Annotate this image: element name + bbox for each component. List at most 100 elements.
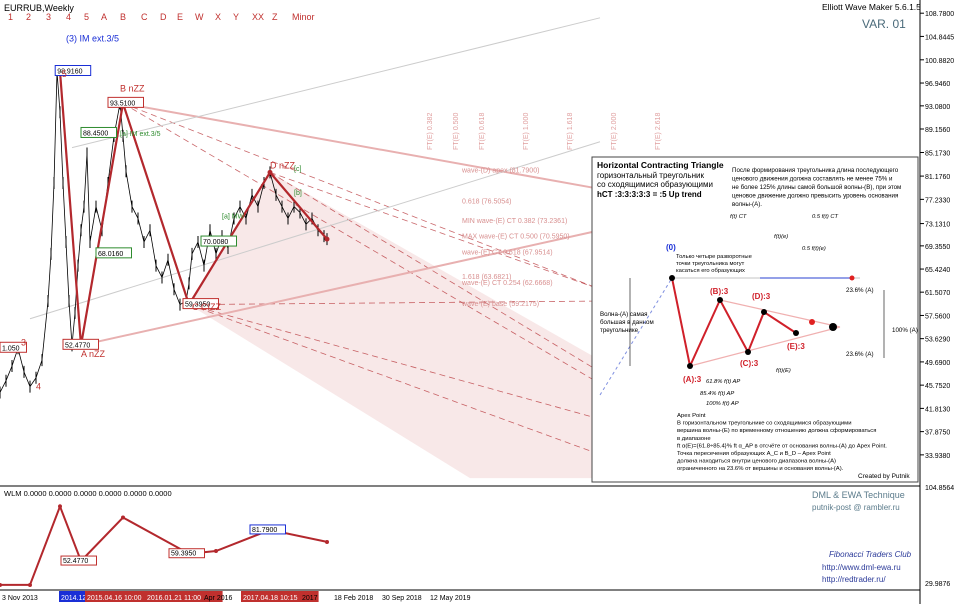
info-note-right: После формирования треугольника длина по… — [732, 167, 899, 174]
chart-annotation: [b] — [294, 190, 302, 197]
chart-annotation: [c] — [294, 166, 301, 173]
wlm-point — [0, 582, 2, 587]
version-label: Elliott Wave Maker 5.6.1.5 — [822, 2, 921, 12]
price-label: 68.0160 — [98, 251, 123, 258]
ft-label: FT(E) 2.618 — [655, 113, 662, 150]
wave-label: A nZZ — [81, 349, 106, 359]
x-tick-label: 2015.04.16 10:00 — [87, 595, 142, 602]
triangle-lower-line — [80, 229, 601, 347]
diagram-point — [793, 330, 799, 336]
projection-zone — [189, 172, 600, 479]
info-panel-box — [591, 156, 919, 483]
diagram-fib-label: f(t) CT — [730, 214, 747, 220]
price-label-box — [62, 338, 99, 350]
y-tick-label: 45.7520 — [925, 383, 950, 390]
wlm-title: WLM 0.0000 0.0000 0.0000 0.0000 0.0000 0… — [4, 489, 172, 498]
y-tick-label: 89.1560 — [925, 127, 950, 134]
fan-line — [122, 102, 601, 290]
y-tick-label: 73.1310 — [925, 222, 950, 229]
upper-trend-line — [71, 17, 601, 149]
price-label: 52.4770 — [65, 342, 90, 349]
chart-annotation: wave-(E) base (59.2175) — [461, 301, 539, 308]
info-hct-line: hCT :3:3:3:3:3 = :5 Up trend — [597, 190, 702, 199]
diagram-lower-line — [689, 326, 841, 367]
price-label-box — [200, 235, 237, 247]
diagram-e-target — [809, 319, 815, 325]
wlm-price-label: 52.4770 — [63, 558, 88, 565]
y-tick-label: 61.5070 — [925, 290, 950, 297]
x-tick-label: 3 Nov 2013 — [2, 595, 38, 602]
diagram-fib-label: 0.5 f(t)(e) — [802, 246, 826, 252]
wlm-point — [58, 504, 62, 509]
wave-label: 3 — [21, 337, 26, 347]
wlm-subpanel-layer: 104.8564 29.9876 52.4770 59.3950 81.7900 — [0, 485, 954, 588]
y-tick-label: 49.6900 — [925, 360, 950, 367]
wlm-point — [214, 548, 218, 553]
y-tick-label: 77.2330 — [925, 197, 950, 204]
diagram-fib-label: 0.5 f(t) CT — [812, 214, 839, 220]
info-note-reversal: точки треугольника могут — [676, 261, 745, 267]
x-tick-label: 2016.01.21 11:00 — [147, 595, 201, 602]
wlm-price-box — [249, 524, 286, 535]
price-label: 59.3950 — [185, 302, 210, 309]
info-note-wave-a: большая в данном — [600, 319, 654, 326]
info-apex-note: В горизонтальном треугольнике со сходящи… — [677, 421, 852, 427]
top-time-label: XX — [252, 12, 264, 22]
wlm-price-label: 59.3950 — [171, 551, 196, 558]
symbol-title: EURRUB,Weekly — [4, 3, 74, 13]
x-tick-highlight — [85, 591, 163, 602]
annotation-layer: [a] IM ext.3/5 [a] MW [c] [b] MIN wave-(E) C… — [120, 113, 662, 308]
info-title: Horizontal Contracting Triangle — [597, 160, 724, 170]
top-time-label: 4 — [66, 12, 71, 22]
y-tick-label: 81.1760 — [925, 174, 950, 181]
diagram-upper-line — [719, 299, 841, 328]
info-apex-note: Точка пересечения образующих A_C и B_D –… — [677, 451, 831, 457]
diagram-point — [717, 297, 723, 303]
info-note-wave-a: треугольнике — [600, 327, 639, 334]
wlm-point — [121, 515, 125, 520]
variant-label: VAR. 01 — [862, 17, 906, 31]
wave-label: D nZZ — [270, 160, 296, 170]
fan-line — [269, 172, 601, 290]
info-subtitle-1: горизонтальный треугольник — [597, 171, 704, 180]
x-tick-label: Apr 2016 — [204, 595, 233, 602]
y-tick-label: 96.9460 — [925, 81, 950, 88]
info-note-right: не более 125% длины самой большой волны-… — [732, 184, 901, 191]
y-tick-label: 69.3550 — [925, 244, 950, 251]
y-tick-label: 65.4240 — [925, 267, 950, 274]
x-tick-label: 2017.04.18 10:15 — [243, 595, 298, 602]
fan-line — [188, 304, 601, 455]
fan-line — [188, 304, 601, 420]
y-tick-label: 93.0800 — [925, 104, 950, 111]
top-time-label: 5 — [84, 12, 89, 22]
y-tick-label: 41.8130 — [925, 406, 950, 413]
ft-label: FT(E) 1.618 — [567, 113, 574, 150]
info-notes: После формирования треугольника длина по… — [600, 167, 901, 472]
ft-label: FT(E) 0.618 — [479, 113, 486, 150]
club-line-3[interactable]: http://redtrader.ru/ — [822, 575, 886, 584]
y-axis-layer: 108.7800 104.8445 100.8820 96.9460 93.0800 89… — [920, 11, 954, 460]
ft-label: FT(E) 0.382 — [427, 113, 434, 150]
brand-line-1: DML & EWA Technique — [812, 490, 905, 500]
chart-annotation: MAX wave-(E) CT 0.500 (70.5950) — [462, 234, 570, 241]
diagram-fib-label: 85.4% f(t) AP — [700, 391, 734, 397]
chart-annotation: 1.618 (63.6821) — [462, 274, 511, 281]
ft-label: FT(E) 1.000 — [523, 113, 530, 150]
wave-label: 5 — [62, 69, 67, 79]
top-time-label: X — [215, 12, 221, 22]
x-tick-highlight — [241, 591, 319, 602]
club-line-1: Fibonacci Traders Club — [829, 550, 912, 559]
top-time-label: Y — [233, 12, 239, 22]
y-tick-label: 85.1730 — [925, 151, 950, 158]
y-tick-label: 33.9380 — [925, 453, 950, 460]
club-line-2[interactable]: http://www.dml-ewa.ru — [822, 563, 901, 572]
x-axis-layer: 3 Nov 2013 2014.12.2015.04.16 10:00 2016.0… — [2, 591, 471, 602]
top-time-label: D — [160, 12, 167, 22]
top-time-label: W — [195, 12, 204, 22]
ft-label: FT(E) 2.000 — [611, 113, 618, 150]
price-label: 98.9160 — [57, 69, 82, 76]
y-tick-label: 53.6290 — [925, 337, 950, 344]
chart-annotation: wave-(E) CT 0.254 (62.6668) — [461, 280, 553, 287]
